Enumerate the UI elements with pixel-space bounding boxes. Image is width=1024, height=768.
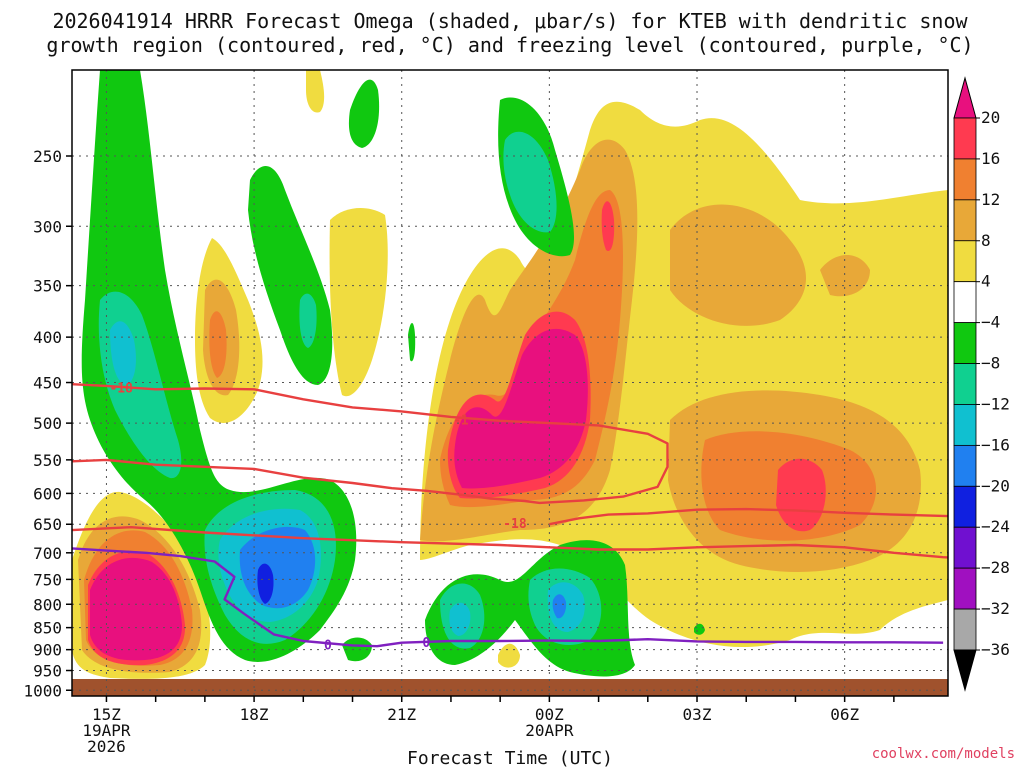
colorbar-label: −24 — [981, 517, 1010, 536]
site-credit[interactable]: coolwx.com/models — [872, 746, 1015, 762]
omega-region-blue-lower — [552, 594, 567, 619]
colorbar-under-triangle — [953, 649, 977, 692]
y-tick-label: 900 — [33, 641, 62, 660]
omega-region-teal-topright — [503, 131, 557, 233]
colorbar-bin — [953, 322, 977, 364]
colorbar-bin — [953, 158, 977, 201]
colorbar-label: −12 — [981, 394, 1010, 413]
y-tick-label: 1000 — [23, 681, 62, 700]
colorbar-bin — [953, 404, 977, 446]
ground-surface — [72, 679, 948, 696]
omega-region-green-topmid — [348, 79, 380, 148]
colorbar-label: 4 — [981, 272, 991, 291]
y-tick-label: 800 — [33, 595, 62, 614]
omega-region-magenta-center — [454, 328, 588, 489]
x-tick-date: 20APR — [525, 721, 574, 740]
omega-region-yellow-top — [306, 70, 325, 113]
contour-dendritic-minus18-lower — [72, 526, 948, 559]
colorbar-label: −32 — [981, 599, 1010, 618]
y-tick-label: 600 — [33, 484, 62, 503]
omega-region-cyan-lower — [547, 582, 585, 632]
y-tick-label: 850 — [33, 619, 62, 638]
omega-region-lightorange-right — [670, 204, 807, 326]
colorbar-label: −16 — [981, 435, 1010, 454]
x-tick-label: 06Z — [830, 705, 859, 724]
x-tick-label: 00Z — [535, 705, 564, 724]
omega-region-red-thin — [601, 201, 615, 251]
y-tick-label: 250 — [33, 147, 62, 166]
colorbar-over-triangle — [953, 76, 977, 119]
colorbar-label: −8 — [981, 354, 1000, 373]
contour-label: -18 — [503, 517, 527, 532]
colorbar-bin — [953, 117, 977, 160]
colorbar-label: 8 — [981, 231, 991, 250]
contour-label: -18 — [109, 382, 133, 397]
y-tick-label: 750 — [33, 570, 62, 589]
omega-shading — [72, 70, 948, 679]
omega-region-teal-upper — [299, 293, 317, 348]
colorbar-label: 20 — [981, 108, 1000, 127]
omega-region-red-right — [776, 458, 826, 532]
colorbar-bin — [953, 608, 977, 651]
y-tick-label: 550 — [33, 451, 62, 470]
colorbar-label: 16 — [981, 149, 1000, 168]
omega-region-green-small2 — [408, 322, 416, 362]
contour-lines: -18 -1 -18 0 0 — [72, 382, 948, 653]
x-tick-date: 19APR — [82, 721, 131, 740]
contour-label: -1 — [453, 413, 469, 428]
x-axis-title: Forecast Time (UTC) — [407, 748, 613, 768]
omega-region-yellow-mid2 — [329, 208, 388, 397]
omega-region-darkblue-mid — [257, 563, 274, 604]
colorbar-bin — [953, 363, 977, 405]
colorbar-label: −20 — [981, 476, 1010, 495]
colorbar-bin — [953, 444, 977, 487]
x-tick-year: 2026 — [87, 737, 126, 756]
y-tick-label: 950 — [33, 661, 62, 680]
colorbar-label: −36 — [981, 640, 1010, 659]
contour-dendritic-minus12 — [72, 383, 669, 505]
colorbar-bin — [953, 526, 977, 569]
omega-region-green-small1 — [342, 637, 372, 662]
contour-label: 0 — [422, 636, 430, 651]
colorbar-bin — [953, 281, 977, 324]
contour-label: 0 — [324, 638, 332, 653]
colorbar-label: 12 — [981, 190, 1000, 209]
chart-title-line1: 2026041914 HRRR Forecast Omega (shaded, … — [52, 9, 968, 33]
y-tick-label: 400 — [33, 328, 62, 347]
x-tick-label: 15Z — [92, 705, 121, 724]
y-tick-label: 300 — [33, 217, 62, 236]
colorbar-bin — [953, 567, 977, 610]
x-tick-label: 18Z — [240, 705, 269, 724]
x-tick-label: 21Z — [387, 705, 416, 724]
colorbar: 20 16 12 8 4 −4 −8 −12 −16 −20 −24 −28 −32 −36 — [953, 76, 1010, 692]
omega-region-magenta-left — [90, 557, 182, 661]
colorbar-bin — [953, 199, 977, 242]
x-tick-label: 03Z — [683, 705, 712, 724]
colorbar-label: −28 — [981, 558, 1010, 577]
colorbar-label: −4 — [981, 313, 1000, 332]
chart-title-line2: growth region (contoured, red, °C) and f… — [46, 33, 973, 57]
contour-dendritic-minus18-right — [549, 507, 948, 526]
omega-region-green-small3 — [694, 623, 705, 635]
y-tick-label: 350 — [33, 277, 62, 296]
y-axis: 250 300 350 400 450 500 550 600 650 700 750 800 850 9… — [23, 147, 72, 700]
colorbar-bin — [953, 240, 977, 283]
y-tick-label: 500 — [33, 414, 62, 433]
y-tick-label: 700 — [33, 544, 62, 563]
y-tick-label: 650 — [33, 515, 62, 534]
plot-area: -18 -1 -18 0 0 — [72, 70, 948, 696]
omega-region-orange-mid — [209, 311, 227, 378]
colorbar-bin — [953, 485, 977, 528]
contour-freezing-level — [72, 547, 944, 648]
y-tick-label: 450 — [33, 374, 62, 393]
